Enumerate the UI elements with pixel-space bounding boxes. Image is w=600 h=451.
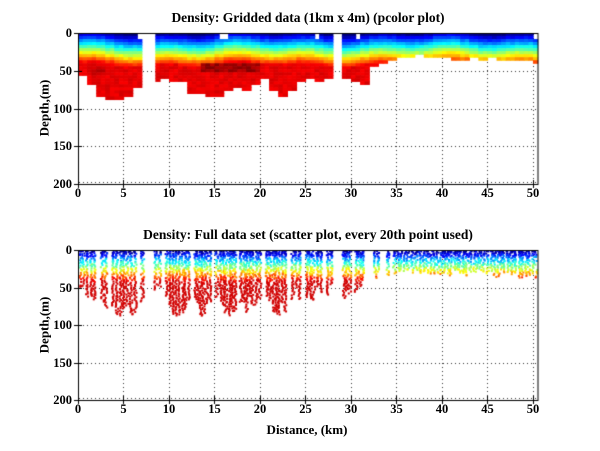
x-tick-label: 10 [162, 402, 176, 416]
x-tick-label: 15 [208, 402, 221, 416]
x-tick-label: 0 [74, 186, 82, 200]
x-tick-label: 30 [344, 402, 358, 416]
y-tick-label: 150 [53, 139, 72, 154]
x-tick-label: 0 [74, 402, 82, 416]
x-tick-label: 25 [299, 402, 312, 416]
x-tick-label: 30 [344, 186, 358, 200]
y-tick-label: 100 [53, 101, 72, 116]
x-tick-label: 35 [390, 402, 403, 416]
x-tick-label: 20 [253, 186, 267, 200]
x-tick-label: 50 [526, 186, 540, 200]
x-tick-label: 5 [120, 186, 127, 200]
pcolor-plot-title: Density: Gridded data (1km x 4m) (pcolor… [171, 10, 445, 25]
x-tick-label: 25 [299, 186, 312, 200]
y-tick-label: 50 [59, 63, 73, 78]
x-tick-label: 5 [120, 402, 127, 416]
x-tick-label: 40 [435, 186, 449, 200]
x-tick-label: 40 [435, 402, 449, 416]
x-tick-label: 35 [390, 186, 403, 200]
x-tick-label: 15 [208, 186, 221, 200]
y-tick-label: 100 [53, 318, 72, 332]
scatter-x-axis-label: Distance, (km) [266, 422, 348, 437]
y-tick-label: 0 [65, 26, 72, 40]
x-tick-label: 10 [162, 186, 176, 200]
y-tick-label: 200 [53, 393, 72, 407]
y-tick-label: 0 [65, 243, 72, 257]
y-tick-label: 150 [53, 355, 72, 370]
y-tick-label: 50 [59, 280, 73, 295]
scatter-plot-title: Density: Full data set (scatter plot, ev… [143, 227, 473, 242]
x-tick-label: 45 [481, 402, 494, 416]
x-tick-label: 50 [526, 402, 540, 416]
x-tick-label: 45 [481, 186, 494, 200]
y-tick-label: 200 [53, 177, 72, 191]
x-tick-label: 20 [253, 402, 267, 416]
